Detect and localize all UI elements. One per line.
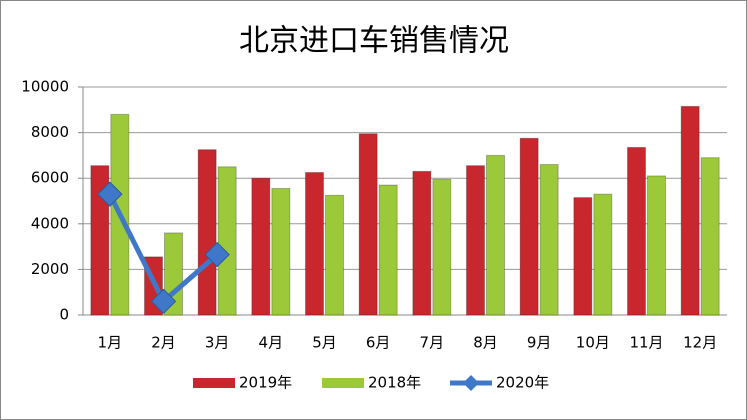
y-tick-label: 6000 (31, 169, 69, 187)
x-tick-label: 3月 (205, 334, 230, 352)
bar (197, 149, 217, 316)
bar (466, 165, 485, 316)
x-tick-label: 4月 (259, 334, 284, 352)
bar (519, 137, 539, 316)
bar (573, 197, 593, 316)
y-tick-label: 8000 (31, 123, 69, 141)
bar (647, 175, 666, 316)
bar (627, 146, 646, 316)
x-tick-label: 8月 (473, 334, 498, 352)
line-marker (97, 181, 123, 207)
y-tick-label: 0 (59, 306, 69, 324)
bar (412, 170, 432, 316)
bar (90, 165, 110, 316)
bar (593, 193, 613, 316)
x-tick-label: 1月 (98, 334, 123, 352)
bar (539, 164, 559, 316)
chart-title: 北京进口车销售情况 (239, 24, 509, 59)
bar (700, 157, 720, 316)
legend-swatch (463, 375, 479, 391)
x-tick-label: 2月 (151, 334, 176, 352)
legend-swatch (193, 378, 235, 388)
legend-label: 2018年 (368, 374, 421, 392)
legend-swatch (322, 378, 364, 388)
bar (251, 177, 271, 316)
bar (271, 187, 291, 316)
y-tick-label: 4000 (31, 214, 69, 232)
y-tick-label: 10000 (21, 78, 69, 96)
bar (486, 154, 505, 316)
y-tick-label: 2000 (31, 260, 69, 278)
line-marker (150, 288, 177, 315)
line-marker (204, 241, 230, 268)
bar (358, 133, 378, 316)
bar (305, 172, 324, 316)
legend-label: 2020年 (496, 374, 549, 392)
x-tick-label: 5月 (312, 334, 337, 352)
x-tick-label: 11月 (629, 334, 663, 352)
x-tick-label: 12月 (683, 334, 717, 352)
legend-label: 2019年 (239, 374, 292, 392)
x-tick-label: 10月 (576, 334, 610, 352)
x-tick-label: 9月 (527, 334, 552, 352)
bar (378, 184, 398, 316)
bar (217, 166, 237, 316)
bar (432, 178, 452, 316)
bar (680, 105, 700, 316)
bar (325, 194, 344, 316)
x-tick-label: 7月 (420, 334, 445, 352)
x-tick-label: 6月 (366, 334, 391, 352)
